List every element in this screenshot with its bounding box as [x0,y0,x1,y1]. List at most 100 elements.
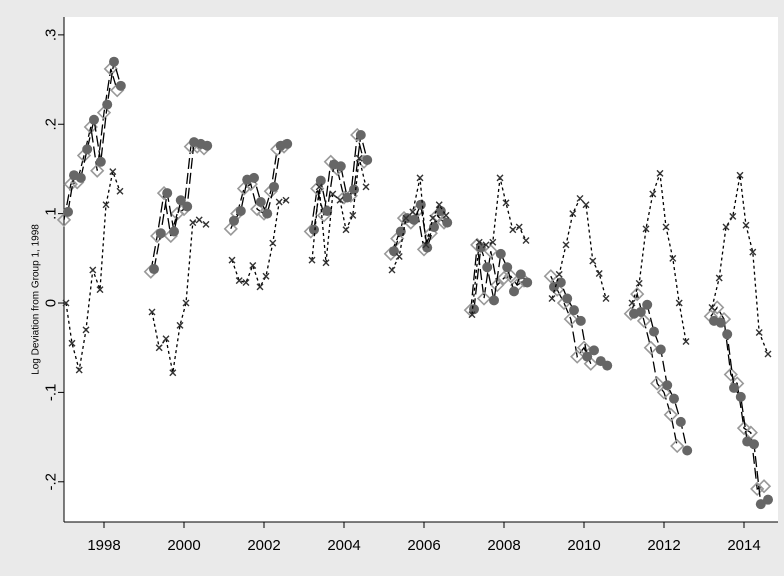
data-point [636,313,652,329]
data-point [429,222,439,233]
series-line [550,275,592,365]
data-point [335,161,346,172]
data-point [422,241,430,249]
data-point [562,293,573,304]
data-point [102,99,113,110]
data-point [715,274,723,282]
data-point [89,266,97,274]
data-point [169,226,179,237]
data-point [409,208,417,216]
data-point [315,183,323,191]
data-point [242,278,250,286]
data-point [475,242,486,253]
data-point [489,295,499,306]
data-point [429,214,437,222]
data-point [422,242,433,253]
data-point [562,241,570,249]
data-point [235,277,243,285]
data-point [388,266,396,274]
data-point [595,270,603,278]
data-point [176,321,184,329]
data-point [662,380,673,391]
data-point [663,407,678,422]
data-point [349,184,359,195]
data-point [336,196,344,204]
data-point [228,256,236,264]
data-point [682,337,690,345]
data-point [115,80,126,91]
data-point [715,317,726,328]
data-point [250,202,265,217]
data-point [309,224,319,235]
data-point [82,144,93,155]
data-point [589,257,597,265]
series-layer [56,56,773,510]
data-point [442,217,453,228]
data-point [395,253,403,261]
series-3 [62,154,772,377]
data-point [63,177,78,192]
data-point [555,270,563,278]
data-point [522,236,530,244]
data-point [229,215,239,226]
y-tick-label: 0 [43,299,60,307]
x-tick-label: 2002 [247,537,280,554]
data-point [563,311,578,327]
data-point [642,225,650,233]
data-point [169,369,177,377]
data-point [669,254,677,262]
data-point [490,278,505,293]
data-point [750,481,765,497]
data-point [355,129,366,140]
data-point [182,201,193,212]
data-point [195,216,203,224]
data-point [736,171,744,179]
data-point [476,291,492,306]
data-point [589,345,599,356]
data-point [415,199,426,210]
data-point [515,223,523,231]
data-point [89,114,99,125]
data-point [349,211,357,219]
data-point [95,156,106,167]
data-point [269,181,279,192]
data-point [643,340,658,355]
data-point [342,192,353,203]
data-point [116,187,124,195]
series-line [310,134,365,232]
data-point [675,299,683,307]
data-point [235,205,246,216]
data-point [736,421,752,436]
data-point [475,238,483,246]
data-point [502,199,510,207]
data-point [749,439,759,450]
data-point [575,315,586,326]
data-point [602,360,613,371]
data-point [522,277,533,288]
data-point [182,299,190,307]
series-line [313,134,368,230]
data-point [109,168,117,176]
data-point [68,339,76,347]
data-point [342,226,350,234]
data-point [495,248,506,259]
series-line [231,199,287,289]
plot-area [64,17,778,522]
data-point [275,198,283,206]
data-point [155,228,166,239]
data-point [656,169,664,177]
data-point [103,61,118,76]
data-point [628,299,636,307]
data-point [583,356,598,371]
data-point [669,393,679,404]
series-2 [63,56,773,510]
data-point [650,376,665,391]
data-point [543,269,558,284]
data-point [189,219,197,227]
data-point [509,286,519,297]
data-point [308,256,316,264]
data-point [202,140,213,151]
data-point [435,201,443,209]
data-point [602,295,610,303]
data-point [482,241,490,249]
